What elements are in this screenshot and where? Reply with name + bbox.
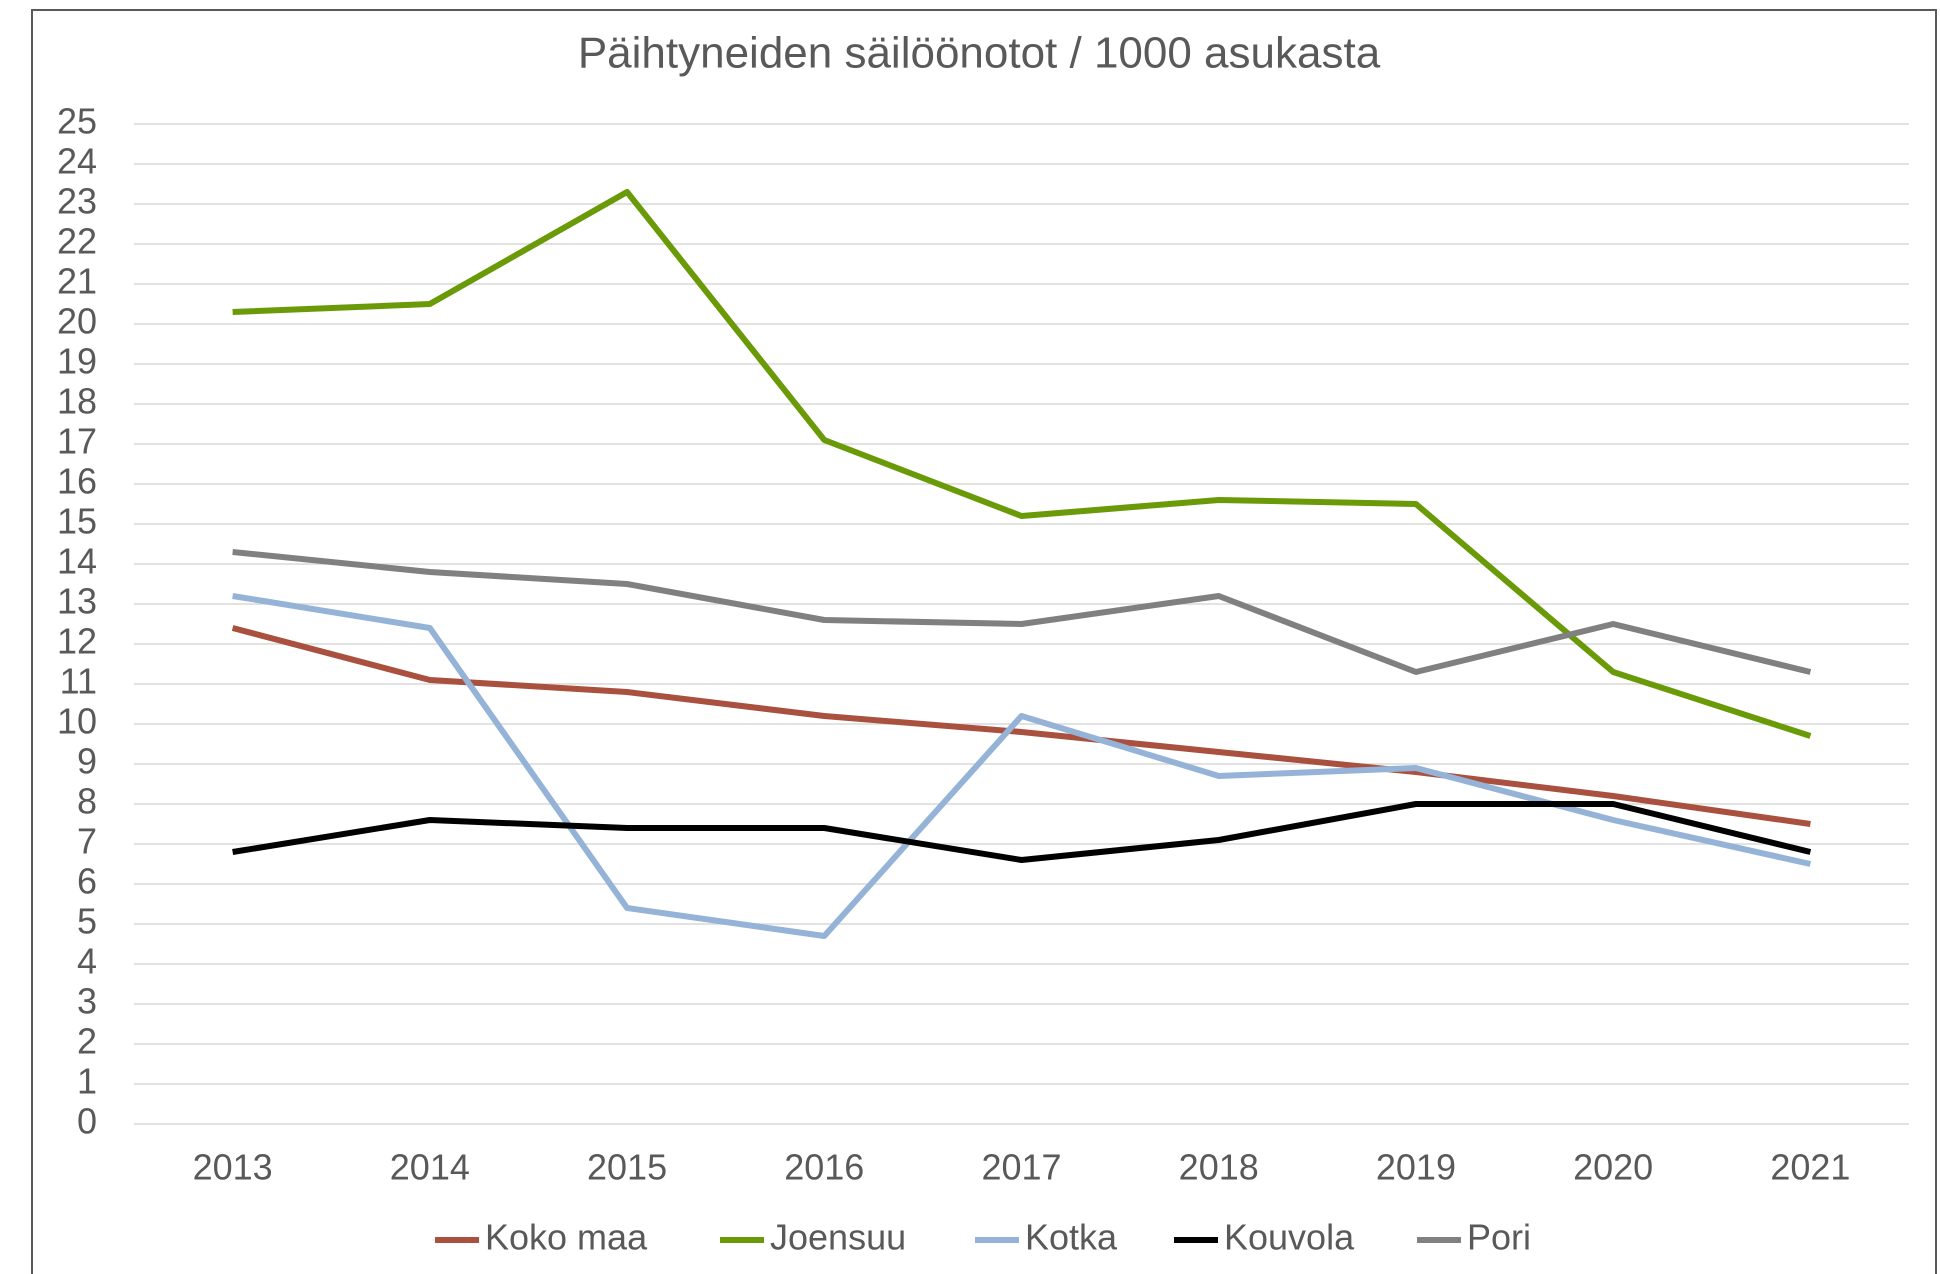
y-tick-label: 23 bbox=[57, 181, 97, 222]
series-line bbox=[232, 189, 1812, 739]
y-tick-label: 16 bbox=[57, 461, 97, 502]
legend-label: Pori bbox=[1467, 1217, 1531, 1258]
y-tick-label: 25 bbox=[57, 101, 97, 142]
series-line bbox=[232, 549, 1812, 675]
y-tick-label: 9 bbox=[77, 741, 97, 782]
x-tick-label: 2018 bbox=[1179, 1147, 1259, 1188]
legend-label: Kotka bbox=[1025, 1217, 1118, 1258]
x-tick-label: 2017 bbox=[981, 1147, 1061, 1188]
y-tick-label: 7 bbox=[77, 821, 97, 862]
y-tick-label: 5 bbox=[77, 901, 97, 942]
y-tick-label: 12 bbox=[57, 621, 97, 662]
y-tick-label: 17 bbox=[57, 421, 97, 462]
y-tick-label: 2 bbox=[77, 1021, 97, 1062]
x-tick-label: 2014 bbox=[390, 1147, 470, 1188]
x-tick-label: 2013 bbox=[193, 1147, 273, 1188]
x-tick-label: 2021 bbox=[1770, 1147, 1850, 1188]
y-tick-label: 4 bbox=[77, 941, 97, 982]
x-tick-label: 2019 bbox=[1376, 1147, 1456, 1188]
y-tick-label: 21 bbox=[57, 261, 97, 302]
y-tick-label: 11 bbox=[60, 661, 97, 702]
series-line bbox=[232, 801, 1812, 863]
x-tick-label: 2016 bbox=[784, 1147, 864, 1188]
y-tick-label: 18 bbox=[57, 381, 97, 422]
y-tick-label: 14 bbox=[57, 541, 97, 582]
y-tick-label: 22 bbox=[57, 221, 97, 262]
series-line bbox=[232, 593, 1812, 939]
legend-label: Joensuu bbox=[770, 1217, 906, 1258]
legend-label: Kouvola bbox=[1224, 1217, 1355, 1258]
y-tick-label: 10 bbox=[57, 701, 97, 742]
y-tick-label: 0 bbox=[77, 1101, 97, 1142]
y-tick-label: 19 bbox=[57, 341, 97, 382]
y-tick-label: 20 bbox=[57, 301, 97, 342]
y-tick-label: 1 bbox=[77, 1061, 97, 1102]
y-tick-label: 8 bbox=[77, 781, 97, 822]
y-tick-label: 13 bbox=[57, 581, 97, 622]
y-tick-label: 24 bbox=[57, 141, 97, 182]
y-tick-label: 3 bbox=[77, 981, 97, 1022]
x-tick-label: 2015 bbox=[587, 1147, 667, 1188]
chart-border bbox=[31, 9, 1937, 1274]
x-tick-label: 2020 bbox=[1573, 1147, 1653, 1188]
series-line bbox=[231, 625, 1811, 827]
y-tick-label: 15 bbox=[57, 501, 97, 542]
legend-label: Koko maa bbox=[485, 1217, 648, 1258]
chart-title: Päihtyneiden säilöönotot / 1000 asukasta bbox=[578, 29, 1381, 78]
y-tick-label: 6 bbox=[77, 861, 97, 902]
